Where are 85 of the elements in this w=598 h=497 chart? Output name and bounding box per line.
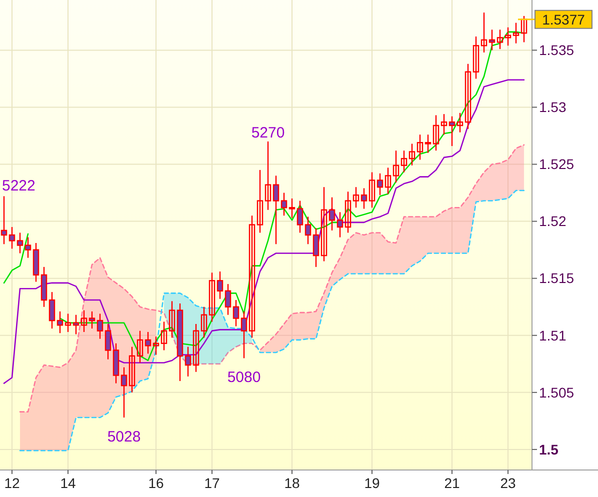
candlestick xyxy=(232,299,240,327)
candlestick xyxy=(472,36,480,80)
candlestick xyxy=(480,12,488,54)
candlestick xyxy=(240,310,248,359)
candlestick xyxy=(0,196,8,245)
x-tick-label: 21 xyxy=(444,475,460,491)
candlestick xyxy=(192,323,200,372)
candlestick xyxy=(376,172,384,196)
candlestick xyxy=(208,272,216,322)
candlestick xyxy=(504,26,512,46)
candlestick xyxy=(488,29,496,51)
x-tick-label: 14 xyxy=(60,475,76,491)
candlestick xyxy=(304,216,312,245)
candlestick xyxy=(248,215,256,338)
candlestick xyxy=(88,310,96,330)
annotation: 5270 xyxy=(251,124,285,142)
x-tick-label: 19 xyxy=(364,475,380,491)
candlestick xyxy=(344,191,352,234)
candlestick xyxy=(392,150,400,184)
candlestick xyxy=(216,270,224,300)
line-series xyxy=(3,79,525,384)
candlestick xyxy=(184,346,192,378)
candlestick xyxy=(440,113,448,136)
x-tick-label: 23 xyxy=(500,475,516,491)
candlestick xyxy=(200,306,208,338)
candlestick xyxy=(136,330,144,364)
candlestick xyxy=(24,236,32,258)
candlestick xyxy=(400,150,408,173)
candlestick xyxy=(320,186,328,262)
candlestick xyxy=(152,336,160,356)
candlestick xyxy=(296,200,304,234)
y-tick-label: 1.51 xyxy=(539,327,566,344)
candlestick xyxy=(416,134,424,160)
ref-line-label: 1.5377 xyxy=(542,11,586,28)
candlestick xyxy=(168,300,176,338)
candlestick xyxy=(448,116,456,147)
candlestick xyxy=(288,198,296,218)
candlestick xyxy=(280,192,288,216)
candlestick xyxy=(368,172,376,208)
candlestick xyxy=(520,15,528,43)
candlestick xyxy=(72,314,80,335)
candlestick xyxy=(120,366,128,418)
candlestick xyxy=(408,143,416,166)
candlestick xyxy=(128,346,136,394)
candlestick xyxy=(104,323,112,360)
candlestick xyxy=(64,313,72,333)
x-tick-label: 18 xyxy=(284,475,300,491)
line-series xyxy=(19,190,525,452)
candlestick xyxy=(144,331,152,354)
candlestick xyxy=(48,291,56,330)
candlestick xyxy=(56,310,64,334)
candlestick xyxy=(16,232,24,254)
candlestick xyxy=(96,313,104,340)
y-tick-label: 1.515 xyxy=(539,270,574,286)
annotation: 5028 xyxy=(107,428,141,446)
y-tick-label: 1.505 xyxy=(539,384,574,400)
candlestick xyxy=(80,310,88,333)
candlestick xyxy=(160,321,168,351)
candlestick xyxy=(264,140,272,211)
candlestick xyxy=(464,63,472,130)
candlestick xyxy=(496,29,504,50)
candlestick xyxy=(224,283,232,316)
candlestick xyxy=(328,196,336,232)
candlestick xyxy=(384,167,392,195)
x-tick-label: 17 xyxy=(204,475,220,491)
candlestick xyxy=(360,188,368,210)
candlestick xyxy=(352,186,360,208)
annotation: 5222 xyxy=(2,177,36,194)
annotation: 5080 xyxy=(227,369,261,386)
x-tick-label: 16 xyxy=(148,475,164,491)
candlestick xyxy=(256,169,264,234)
y-tick-label: 1.5 xyxy=(539,441,559,458)
candlestick xyxy=(456,112,464,133)
candlestick xyxy=(312,228,320,268)
y-tick-label: 1.535 xyxy=(539,42,574,58)
candlestick xyxy=(272,175,280,245)
y-tick-label: 1.525 xyxy=(539,156,574,172)
candlestick xyxy=(336,212,344,238)
y-tick-label: 1.53 xyxy=(539,99,566,116)
candlestick xyxy=(424,134,432,154)
candlestick xyxy=(512,22,520,44)
candlestick xyxy=(8,226,16,250)
x-tick-label: 12 xyxy=(4,475,20,491)
candlestick xyxy=(432,114,440,152)
y-tick-label: 1.52 xyxy=(539,213,566,230)
